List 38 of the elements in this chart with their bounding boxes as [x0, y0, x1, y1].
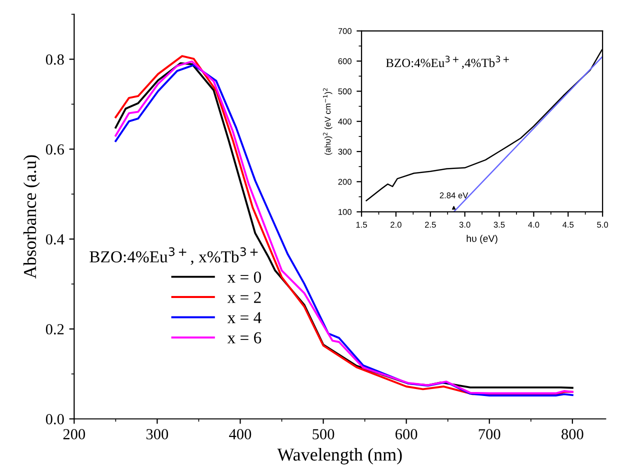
y-tick-label: 300 [338, 148, 352, 155]
x-tick-label: 3.0 [459, 222, 470, 228]
y-axis-title: (ahυ)$^{2}$ (eV cm$^{−1}$)$^{2}$ [323, 88, 332, 155]
y-tick-label: 100 [338, 209, 352, 215]
x-tick-label: 700 [478, 429, 500, 440]
x-tick-label: 3.5 [494, 222, 505, 228]
y-tick-label: 400 [338, 118, 352, 124]
legend-label: x = 6 [227, 332, 262, 344]
x-tick-label: 5.0 [597, 222, 608, 228]
y-tick-label: 500 [338, 88, 352, 94]
legend-label: x = 0 [227, 272, 262, 283]
annotation: BZO:4%Eu$^{3+}$,4%Tb$^{3+}$ [386, 56, 509, 69]
x-tick-label: 4.5 [562, 222, 574, 228]
y-tick-label: 0.0 [46, 414, 64, 424]
legend-label: x = 4 [227, 312, 262, 324]
x-axis-title: Wavelength (nm) [277, 448, 402, 464]
x-tick-label: 4.0 [528, 222, 540, 228]
x-tick-label: 500 [312, 429, 334, 440]
y-tick-label: 0.2 [46, 324, 64, 334]
x-tick-label: 200 [63, 429, 86, 440]
x-tick-label: 400 [229, 429, 252, 440]
x-tick-label: 2.5 [425, 222, 436, 228]
x-tick-label: 1.5 [356, 222, 367, 228]
y-tick-label: 700 [338, 28, 352, 34]
x-tick-label: 800 [562, 429, 584, 440]
x-tick-label: 300 [146, 429, 168, 440]
x-tick-label: 2.0 [390, 222, 402, 228]
x-axis-title: hυ (eV) [466, 234, 498, 244]
x-tick-label: 600 [396, 429, 418, 440]
legend-title: BZO:4%Eu$^{3+}$, x%Tb$^{3+}$ [90, 247, 258, 265]
y-tick-label: 600 [338, 58, 352, 64]
y-tick-label: 0.6 [46, 144, 64, 155]
y-tick-label: 0.8 [46, 54, 64, 65]
legend-label: x = 2 [227, 292, 261, 303]
y-axis-title: Absorbance (a.u) [23, 155, 40, 279]
y-tick-label: 0.4 [46, 234, 64, 245]
annotation: 2.84 eV [440, 192, 468, 198]
y-tick-label: 200 [338, 178, 352, 185]
